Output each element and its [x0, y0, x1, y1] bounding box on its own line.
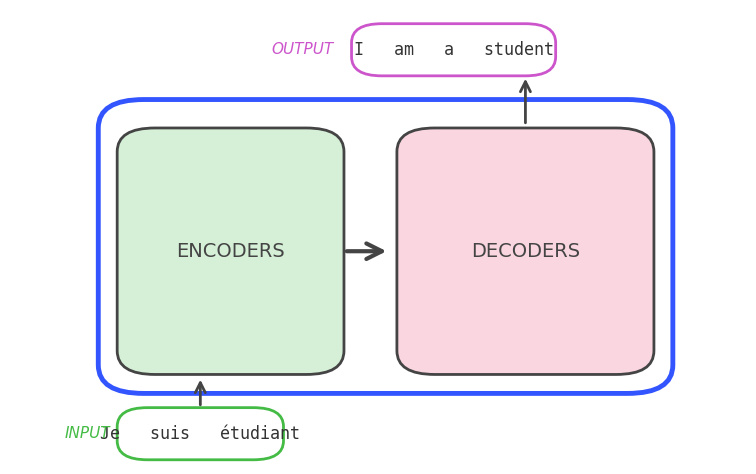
FancyBboxPatch shape [117, 128, 344, 374]
FancyBboxPatch shape [352, 24, 556, 76]
Text: Je   suis   étudiant: Je suis étudiant [101, 425, 300, 443]
FancyBboxPatch shape [117, 408, 284, 460]
FancyBboxPatch shape [98, 100, 673, 393]
Text: OUTPUT: OUTPUT [271, 42, 333, 57]
Text: DECODERS: DECODERS [471, 242, 580, 261]
Text: ENCODERS: ENCODERS [176, 242, 285, 261]
FancyBboxPatch shape [397, 128, 654, 374]
Text: INPUT: INPUT [64, 426, 110, 441]
Text: I   am   a   student: I am a student [354, 41, 553, 59]
